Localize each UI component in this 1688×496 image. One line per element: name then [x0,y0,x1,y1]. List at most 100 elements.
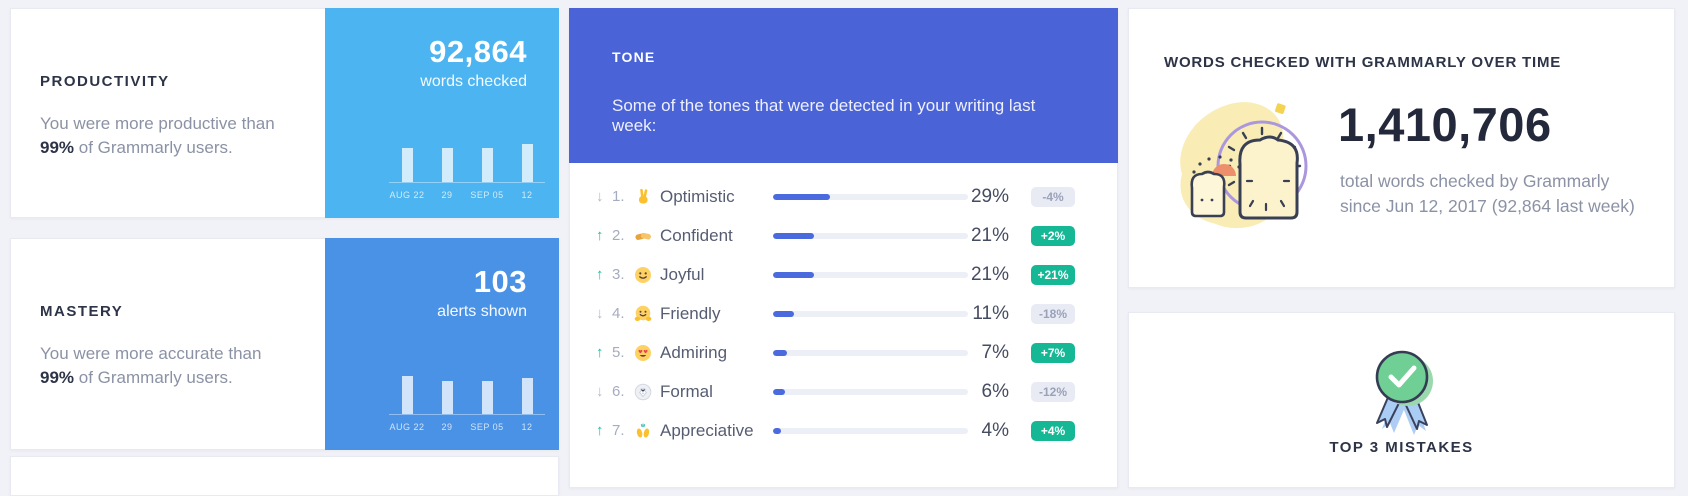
mastery-line1: You were more accurate than [40,344,262,363]
tone-subtitle: Some of the tones that were detected in … [612,96,1036,135]
tone-rank: 2. [612,227,625,244]
total-words-caption: total words checked by Grammarly since J… [1340,169,1635,219]
alerts-shown-label: alerts shown [437,303,527,320]
tone-change-badge: -4% [1031,186,1075,207]
mini-bar [521,378,533,414]
mini-bar-slot [469,374,505,414]
tone-list: ↓ 1. Optimistic 29% -4% ↑ 2. Confident 2… [570,163,1117,450]
tone-label: Appreciative [660,420,754,440]
words-checked-label: words checked [420,73,527,90]
tone-rank: 7. [612,422,625,439]
productivity-text: You were more productive than 99% of Gra… [40,112,330,160]
tone-label: Friendly [660,303,721,323]
tone-label: Formal [660,381,713,401]
tone-label: Optimistic [660,186,735,206]
smiling-face-emoji-icon [634,266,660,284]
productivity-line2: of Grammarly users. [74,138,233,157]
tone-rank: 3. [612,266,625,283]
mini-bar [441,148,453,182]
mini-bar-slot [389,374,425,414]
tone-progress-track [773,193,968,200]
tone-change-badge: +7% [1031,342,1075,363]
tone-progress-fill [773,388,785,395]
tone-progress-track [773,388,968,395]
productivity-title: PRODUCTIVITY [40,73,170,90]
tone-row-optimistic: ↓ 1. Optimistic 29% -4% [570,177,1117,216]
mini-bar-label: SEP 05 [470,190,504,200]
next-row-card [10,456,559,496]
tone-rank: 6. [612,383,625,400]
words-checked-stat-panel: 92,864 words checked AUG 22 29 SEP 05 12 [325,8,559,218]
tone-row-formal: ↓ 6. Formal 6% -12% [570,372,1117,411]
total-words-caption-line1: total words checked by Grammarly [1340,171,1610,191]
tone-rank: 1. [612,188,625,205]
top-mistakes-title: TOP 3 MISTAKES [1329,439,1474,456]
tone-percent: 11% [972,302,1009,324]
mini-bar [441,381,453,414]
tone-rank: 4. [612,305,625,322]
trend-up-icon: ↑ [596,227,604,244]
ribbon-medal-icon [1356,347,1448,442]
productivity-line1: You were more productive than [40,114,275,133]
tone-card: TONE Some of the tones that were detecte… [569,8,1118,488]
tone-label: Confident [660,225,733,245]
raising-hands-emoji-icon [634,422,660,440]
tone-change-badge: +4% [1031,420,1075,441]
mini-bar-label: AUG 22 [389,190,425,200]
mini-bar-slot [389,142,425,182]
alerts-shown-mini-chart: AUG 22 29 SEP 05 12 [389,375,545,432]
words-over-time-card: WORDS CHECKED WITH GRAMMARLY OVER TIME 1… [1128,8,1675,288]
tone-header: TONE Some of the tones that were detecte… [569,8,1118,163]
alerts-shown-value: 103 [473,264,527,299]
tone-row-joyful: ↑ 3. Joyful 21% +21% [570,255,1117,294]
tone-change-badge: +2% [1031,225,1075,246]
tone-percent: 29% [970,185,1009,207]
tone-progress-fill [773,427,781,434]
tone-row-friendly: ↓ 4. Friendly 11% -18% [570,294,1117,333]
trend-up-icon: ↑ [596,422,604,439]
tone-percent: 21% [970,263,1009,285]
trend-up-icon: ↑ [596,266,604,283]
mini-bar-slot [509,374,545,414]
mini-bar-label: 12 [521,422,533,432]
handshake-emoji-icon [634,227,660,245]
tone-percent: 6% [981,380,1009,402]
mini-bar-label: 29 [441,190,453,200]
tone-progress-fill [773,310,795,317]
tone-percent: 4% [981,419,1009,441]
alerts-shown-stat-panel: 103 alerts shown AUG 22 29 SEP 05 12 [325,238,559,450]
mastery-line2: of Grammarly users. [74,368,233,387]
tone-progress-track [773,349,968,356]
mini-bar-slot [509,142,545,182]
tone-change-badge: -18% [1031,303,1075,324]
productivity-percent: 99% [40,138,75,157]
tone-row-appreciative: ↑ 7. Appreciative 4% +4% [570,411,1117,450]
mini-bar-slot [469,142,505,182]
mini-bar-label: 12 [521,190,533,200]
mini-bar-label: AUG 22 [389,422,425,432]
trend-up-icon: ↑ [596,344,604,361]
hugging-face-emoji-icon [634,305,660,323]
mini-bar-slot [429,374,465,414]
trend-down-icon: ↓ [596,383,604,400]
words-checked-mini-chart: AUG 22 29 SEP 05 12 [389,143,545,200]
mini-bar [481,148,493,182]
trend-down-icon: ↓ [596,188,604,205]
tone-progress-track [773,310,968,317]
words-over-time-title: WORDS CHECKED WITH GRAMMARLY OVER TIME [1164,54,1562,71]
tone-title: TONE [612,49,656,65]
productivity-card: PRODUCTIVITY You were more productive th… [10,8,559,218]
mini-bar-label: 29 [441,422,453,432]
tone-progress-fill [773,349,787,356]
mastery-card: MASTERY You were more accurate than 99% … [10,238,559,450]
mastery-text: You were more accurate than 99% of Gramm… [40,342,330,390]
trend-down-icon: ↓ [596,305,604,322]
heart-eyes-emoji-icon [634,344,660,362]
tone-percent: 7% [981,341,1009,363]
mini-bar [401,148,413,182]
tone-row-confident: ↑ 2. Confident 21% +2% [570,216,1117,255]
tone-progress-track [773,427,968,434]
tone-label: Admiring [660,342,728,362]
tone-rank: 5. [612,344,625,361]
tuxedo-emoji-icon [634,383,660,401]
